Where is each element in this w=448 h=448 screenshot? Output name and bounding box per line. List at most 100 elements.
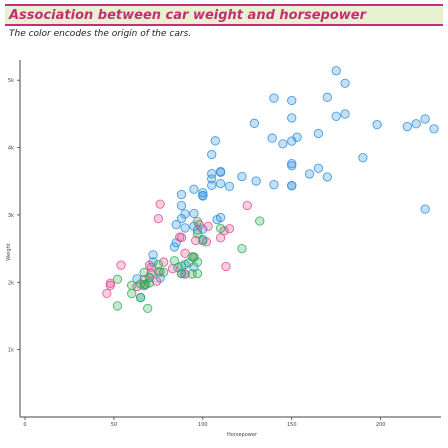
data-point[interactable] xyxy=(153,259,164,270)
data-point[interactable] xyxy=(304,169,315,179)
data-point[interactable] xyxy=(212,214,222,225)
data-point[interactable] xyxy=(340,109,350,119)
data-point[interactable] xyxy=(159,267,169,277)
data-point[interactable] xyxy=(198,191,208,201)
data-point[interactable] xyxy=(105,278,116,288)
data-point[interactable] xyxy=(207,174,217,184)
data-point[interactable] xyxy=(176,268,187,279)
data-point[interactable] xyxy=(176,189,187,200)
data-point[interactable] xyxy=(180,269,190,279)
data-point[interactable] xyxy=(176,261,187,271)
x-tick-label: 100 xyxy=(198,422,208,428)
data-point[interactable] xyxy=(189,208,199,219)
y-tick-label: 4k xyxy=(8,146,14,152)
data-point[interactable] xyxy=(287,95,297,106)
data-point[interactable] xyxy=(192,217,203,227)
data-point[interactable] xyxy=(201,237,212,247)
data-point[interactable] xyxy=(143,303,153,314)
data-point[interactable] xyxy=(269,93,279,103)
data-point[interactable] xyxy=(135,279,146,289)
data-point[interactable] xyxy=(215,223,226,234)
data-point[interactable] xyxy=(267,133,277,143)
data-point[interactable] xyxy=(207,149,217,160)
y-tick-label: 2k xyxy=(8,280,14,286)
data-point[interactable] xyxy=(180,223,190,233)
data-point[interactable] xyxy=(102,288,112,299)
data-point[interactable] xyxy=(176,213,187,224)
data-point[interactable] xyxy=(313,163,324,173)
data-point[interactable] xyxy=(287,181,297,191)
data-point[interactable] xyxy=(139,267,149,278)
data-point[interactable] xyxy=(112,301,123,311)
data-point[interactable] xyxy=(269,180,279,190)
data-point[interactable] xyxy=(148,250,158,260)
data-point[interactable] xyxy=(112,274,123,284)
data-point[interactable] xyxy=(180,209,190,219)
data-point[interactable] xyxy=(251,176,261,186)
data-point[interactable] xyxy=(278,139,288,149)
data-point[interactable] xyxy=(167,264,178,274)
data-point[interactable] xyxy=(224,181,235,191)
data-point[interactable] xyxy=(207,180,217,191)
data-point[interactable] xyxy=(155,199,165,209)
data-points xyxy=(102,66,439,314)
data-point[interactable] xyxy=(132,274,142,284)
data-point[interactable] xyxy=(237,243,247,254)
data-point[interactable] xyxy=(313,128,324,139)
data-point[interactable] xyxy=(159,257,169,267)
data-point[interactable] xyxy=(192,257,203,267)
data-point[interactable] xyxy=(237,171,247,182)
data-point[interactable] xyxy=(287,113,297,123)
data-point[interactable] xyxy=(116,260,126,270)
y-axis-label: Weight xyxy=(6,243,12,260)
data-point[interactable] xyxy=(322,172,332,182)
data-point[interactable] xyxy=(127,288,137,299)
data-point[interactable] xyxy=(171,220,181,230)
data-point[interactable] xyxy=(255,216,265,226)
data-point[interactable] xyxy=(429,124,439,134)
data-point[interactable] xyxy=(176,200,187,211)
data-point[interactable] xyxy=(215,178,226,189)
x-tick-label: 200 xyxy=(376,422,386,428)
data-point[interactable] xyxy=(372,119,382,130)
data-point[interactable] xyxy=(169,242,180,252)
data-point[interactable] xyxy=(151,276,162,286)
x-tick-label: 50 xyxy=(111,422,117,428)
data-point[interactable] xyxy=(242,200,252,211)
data-point[interactable] xyxy=(287,136,297,146)
data-point[interactable] xyxy=(176,232,187,243)
data-point[interactable] xyxy=(203,221,213,232)
data-point[interactable] xyxy=(224,224,235,234)
data-point[interactable] xyxy=(169,256,180,266)
data-point[interactable] xyxy=(420,204,430,214)
data-point[interactable] xyxy=(215,167,226,178)
data-point[interactable] xyxy=(207,168,217,179)
data-point[interactable] xyxy=(420,114,430,124)
x-tick-label: 0 xyxy=(23,422,26,428)
data-point[interactable] xyxy=(249,118,260,128)
data-point[interactable] xyxy=(331,111,341,121)
data-point[interactable] xyxy=(192,229,203,239)
data-point[interactable] xyxy=(135,292,146,303)
data-point[interactable] xyxy=(340,78,350,88)
data-point[interactable] xyxy=(331,66,341,76)
data-point[interactable] xyxy=(322,92,332,102)
data-point[interactable] xyxy=(402,121,412,132)
data-point[interactable] xyxy=(358,153,368,163)
data-point[interactable] xyxy=(189,184,199,194)
y-tick-label: 3k xyxy=(8,213,14,219)
data-point[interactable] xyxy=(411,119,421,129)
data-point[interactable] xyxy=(210,136,220,146)
data-point[interactable] xyxy=(127,280,137,290)
data-point[interactable] xyxy=(198,236,208,246)
data-point[interactable] xyxy=(187,269,197,279)
data-point[interactable] xyxy=(221,261,231,272)
x-tick-label: 150 xyxy=(287,422,297,428)
data-point[interactable] xyxy=(198,188,208,198)
data-point[interactable] xyxy=(148,257,158,267)
data-point[interactable] xyxy=(153,213,164,224)
data-point[interactable] xyxy=(287,161,297,171)
y-tick-label: 5k xyxy=(8,78,14,84)
data-point[interactable] xyxy=(287,159,297,169)
